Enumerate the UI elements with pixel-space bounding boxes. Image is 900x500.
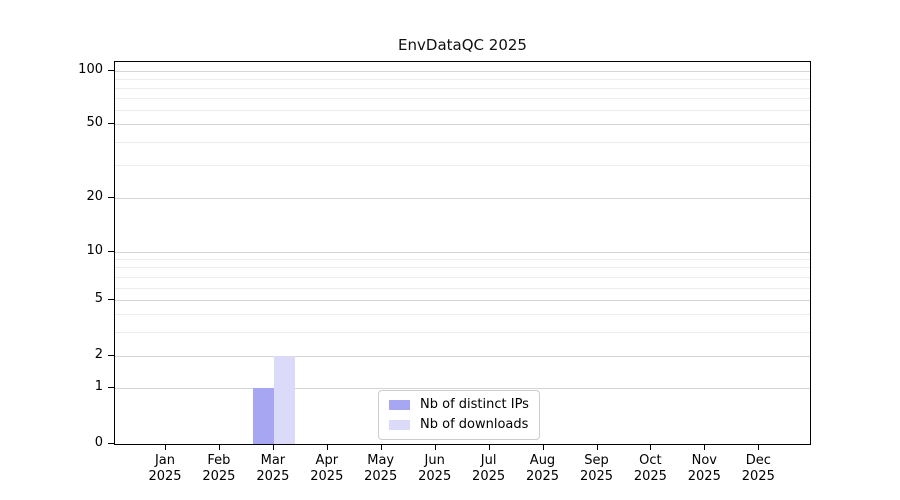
y-tick-label: 10 (86, 242, 103, 258)
y-tick-mark (108, 387, 114, 389)
x-tick-mark (488, 445, 490, 450)
x-tick-month: Jan (154, 453, 176, 468)
major-gridline (115, 123, 810, 125)
x-tick-label: Nov 2025 (688, 453, 721, 485)
minor-gridline (115, 267, 810, 269)
y-tick-mark (108, 122, 114, 124)
major-gridline (115, 388, 810, 390)
x-tick-year: 2025 (633, 469, 667, 484)
minor-gridline (115, 314, 810, 315)
x-tick-mark (758, 445, 760, 450)
x-tick-label: Dec 2025 (742, 453, 775, 485)
x-tick-month: Apr (315, 453, 339, 468)
minor-gridline (115, 141, 810, 143)
chart-title: EnvDataQC 2025 (398, 36, 527, 54)
x-tick-mark (272, 445, 274, 450)
x-tick-month: Aug (529, 453, 556, 468)
plot-area: Nb of distinct IPs Nb of downloads (114, 61, 811, 445)
y-tick-mark (108, 70, 114, 71)
x-tick-mark (165, 445, 166, 450)
y-tick-label: 20 (86, 188, 103, 204)
bar-distinct-ips (252, 388, 274, 444)
major-gridline (115, 300, 810, 302)
x-tick-year: 2025 (579, 469, 614, 484)
x-tick-mark (596, 445, 598, 450)
x-tick-month: Oct (639, 453, 662, 468)
x-tick-year: 2025 (741, 469, 775, 484)
x-tick-label: Mar 2025 (256, 453, 289, 485)
x-tick-year: 2025 (525, 469, 560, 484)
x-tick-year: 2025 (364, 469, 398, 484)
x-tick-month: Nov (691, 453, 717, 468)
legend-entry-label: Nb of distinct IPs (420, 397, 529, 412)
legend: Nb of distinct IPs Nb of downloads (378, 390, 540, 440)
x-tick-label: Apr 2025 (310, 453, 343, 485)
y-tick-mark (108, 299, 114, 301)
x-tick-month: May (367, 453, 395, 468)
minor-gridline (115, 88, 810, 89)
x-tick-label: Oct 2025 (634, 453, 667, 485)
x-tick-mark (650, 445, 652, 450)
x-tick-label: Jun 2025 (418, 453, 451, 485)
x-tick-mark (542, 445, 544, 450)
y-tick-label: 5 (94, 291, 103, 307)
legend-entry-label: Nb of downloads (420, 417, 529, 432)
minor-gridline (115, 98, 810, 100)
x-tick-month: Feb (207, 453, 231, 468)
x-tick-mark (704, 445, 706, 450)
legend-entry: Nb of downloads (389, 417, 529, 433)
x-tick-month: Jul (480, 453, 497, 468)
x-tick-year: 2025 (256, 469, 290, 484)
y-tick-mark (108, 443, 114, 444)
x-tick-mark (434, 445, 436, 450)
minor-gridline (115, 276, 810, 278)
x-tick-label: Aug 2025 (526, 453, 559, 485)
legend-swatch (389, 400, 410, 410)
x-tick-year: 2025 (310, 469, 344, 484)
y-tick-label: 2 (94, 347, 103, 363)
y-tick-mark (108, 196, 114, 198)
minor-gridline (115, 79, 810, 80)
x-tick-mark (326, 445, 328, 450)
minor-gridline (115, 287, 810, 289)
major-gridline (115, 71, 810, 72)
x-tick-mark (218, 445, 220, 450)
x-tick-year: 2025 (472, 469, 506, 484)
x-tick-month: Mar (260, 453, 286, 468)
x-tick-label: Feb 2025 (202, 453, 235, 485)
x-tick-label: Jul 2025 (472, 453, 505, 485)
x-tick-year: 2025 (202, 469, 236, 484)
y-tick-mark (108, 355, 114, 357)
minor-gridline (115, 110, 810, 111)
x-tick-label: Sep 2025 (580, 453, 613, 485)
x-tick-month: Jun (424, 453, 445, 468)
legend-entry: Nb of distinct IPs (389, 397, 529, 413)
y-tick-mark (108, 250, 114, 252)
y-tick-label: 0 (94, 435, 103, 450)
x-tick-label: Jan 2025 (148, 453, 181, 485)
y-tick-label: 1 (94, 379, 103, 395)
y-tick-label: 100 (78, 62, 103, 77)
major-gridline (115, 197, 810, 199)
legend-swatch (389, 420, 410, 430)
minor-gridline (115, 331, 810, 333)
x-tick-label: May 2025 (364, 453, 397, 485)
bar-downloads (273, 356, 295, 444)
minor-gridline (115, 258, 810, 260)
y-tick-label: 50 (86, 114, 103, 130)
x-tick-year: 2025 (418, 469, 452, 484)
x-tick-year: 2025 (687, 469, 721, 484)
x-tick-month: Sep (584, 453, 609, 468)
major-gridline (115, 251, 810, 253)
x-tick-month: Dec (745, 453, 771, 468)
minor-gridline (115, 165, 810, 166)
x-tick-mark (380, 445, 382, 450)
major-gridline (115, 356, 810, 358)
x-tick-year: 2025 (148, 469, 182, 484)
